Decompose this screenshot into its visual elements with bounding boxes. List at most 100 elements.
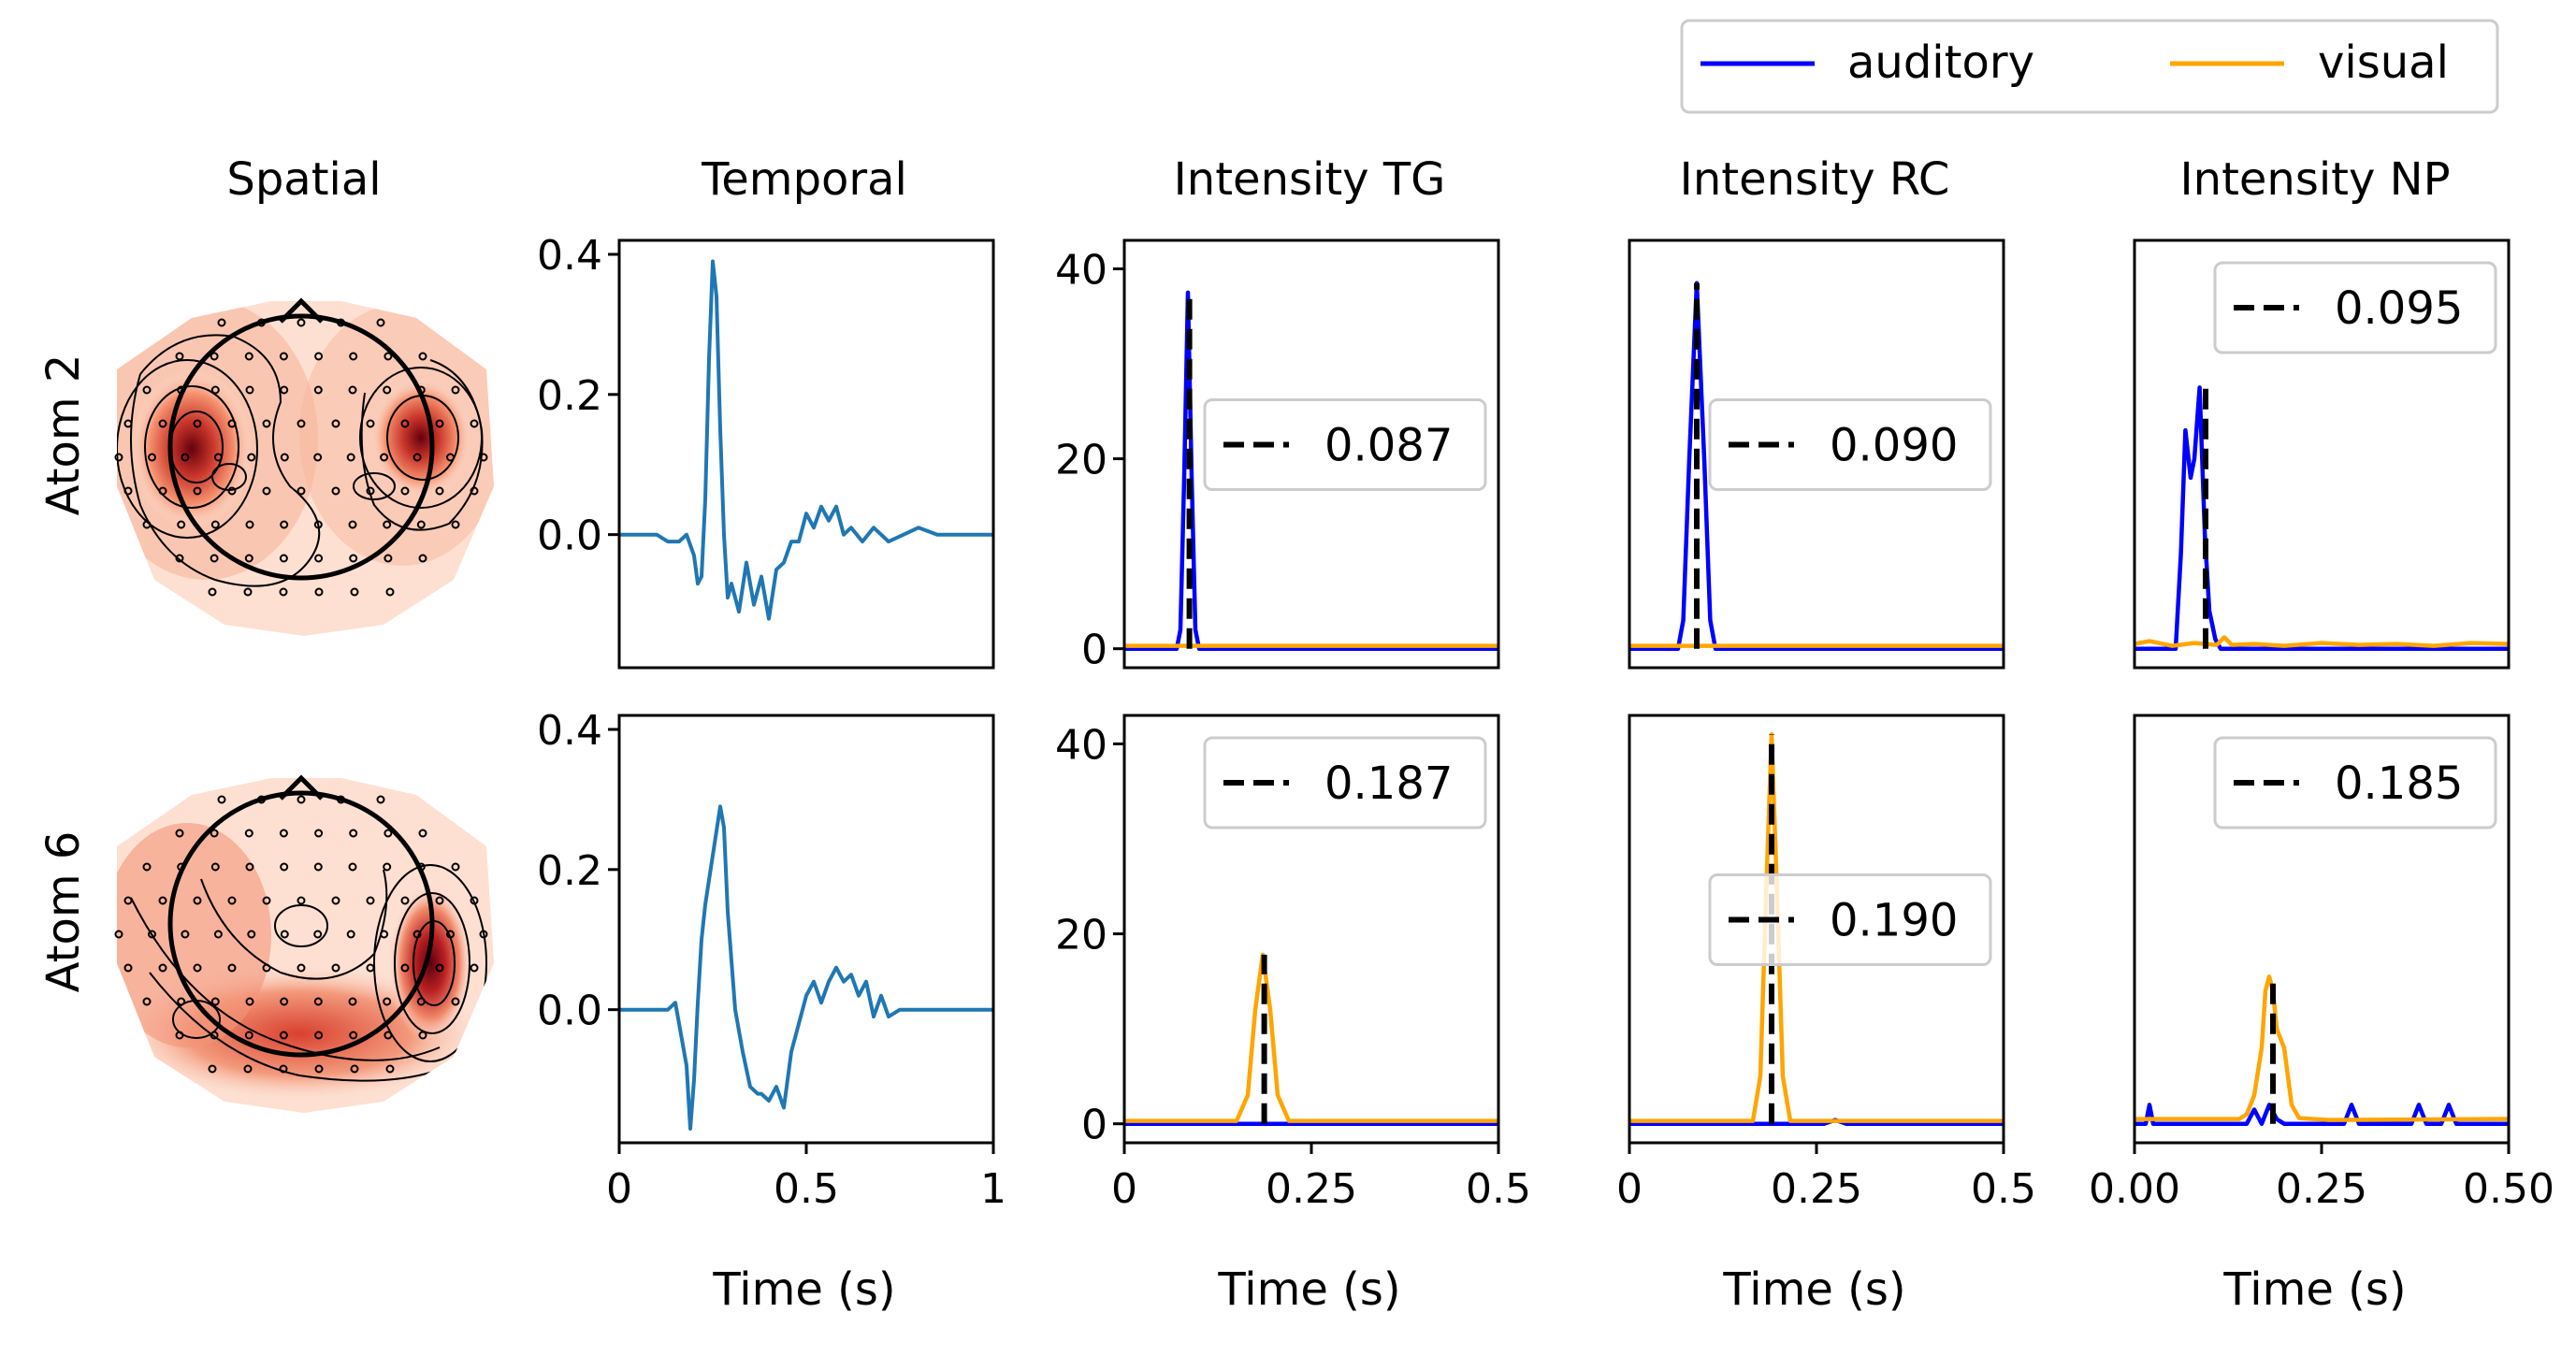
sensor-dot bbox=[435, 486, 444, 496]
sensor-dot bbox=[314, 352, 324, 361]
sensor-dot bbox=[297, 896, 306, 905]
sensor-dot bbox=[418, 352, 427, 361]
sensor-dot bbox=[349, 352, 358, 361]
series-line-visual bbox=[1124, 952, 1498, 1123]
sensor-dot bbox=[210, 554, 219, 563]
x-tick-label: 1 bbox=[980, 1165, 1006, 1213]
sensor-dot bbox=[279, 829, 288, 838]
sensor-dot bbox=[280, 862, 289, 872]
sensor-dot bbox=[262, 419, 271, 428]
sensor-dot bbox=[210, 997, 220, 1006]
sensor-dot bbox=[435, 419, 444, 428]
panel-legend-frame bbox=[2213, 736, 2497, 829]
sensor-dot bbox=[210, 862, 220, 872]
sensor-dot bbox=[349, 554, 358, 563]
sensor-dot bbox=[350, 1064, 359, 1074]
sensor-dot bbox=[227, 896, 237, 905]
x-tick-label: 0.25 bbox=[2276, 1165, 2367, 1213]
y-tick-label: 0.0 bbox=[537, 512, 602, 560]
sensor-dot bbox=[142, 520, 152, 529]
sensor-dot bbox=[279, 352, 288, 361]
sensor-dot bbox=[245, 997, 254, 1006]
panel-intensity-tg-atom-2: 0 20 40 0.087 bbox=[1055, 238, 1500, 674]
sensor-dot bbox=[142, 862, 152, 872]
column-title-intensity-tg: Intensity TG bbox=[1174, 153, 1446, 206]
sensor-dot bbox=[177, 385, 186, 395]
column-title-temporal: Temporal bbox=[701, 153, 907, 206]
sensor-dot bbox=[313, 862, 323, 872]
sensor-dot bbox=[418, 1031, 427, 1040]
sensor-dot bbox=[193, 963, 202, 973]
sensor-dot bbox=[280, 520, 289, 529]
panel-legend-frame bbox=[1203, 736, 1487, 829]
sensor-dot bbox=[383, 385, 392, 395]
x-tick-label: 0.50 bbox=[2463, 1165, 2554, 1213]
y-tick-label: 20 bbox=[1055, 912, 1107, 959]
y-tick-label: 0.0 bbox=[537, 988, 602, 1035]
panel-legend-frame bbox=[1708, 398, 1992, 491]
sensor-dot bbox=[279, 1031, 288, 1040]
sensor-dot bbox=[210, 520, 220, 529]
sensor-dot bbox=[181, 930, 190, 939]
sensor-dot bbox=[331, 963, 340, 973]
sensor-dot bbox=[412, 930, 422, 939]
panel-legend-frame bbox=[2213, 261, 2497, 354]
sensor-dot bbox=[446, 453, 455, 462]
sensor-dot bbox=[418, 554, 427, 563]
panel-temporal-atom-6: 0.0 0.2 0.4 0 0.5 1 bbox=[537, 707, 1006, 1213]
sensor-dot bbox=[142, 997, 152, 1006]
row-label-atom-2: Atom 2 bbox=[37, 354, 90, 516]
sensor-dot bbox=[384, 352, 393, 361]
sensor-dot bbox=[245, 520, 254, 529]
series-line-temporal bbox=[619, 259, 993, 621]
sensor-dot bbox=[210, 385, 220, 395]
x-tick-label: 0.25 bbox=[1266, 1165, 1357, 1213]
sensor-dot bbox=[279, 554, 288, 563]
sensor-dot bbox=[262, 963, 271, 973]
sensor-dot bbox=[366, 486, 375, 496]
sensor-dot bbox=[348, 997, 357, 1006]
sensor-dot bbox=[380, 930, 389, 939]
sensor-dot bbox=[400, 896, 410, 905]
sensor-dot bbox=[314, 1031, 324, 1040]
sensor-dot bbox=[451, 520, 460, 529]
y-tick-label: 20 bbox=[1055, 437, 1107, 484]
sensor-dot bbox=[385, 587, 395, 597]
x-tick-label: 0 bbox=[1111, 1165, 1137, 1213]
sensor-dot bbox=[479, 453, 488, 462]
sensor-dot bbox=[193, 486, 202, 496]
topomap-atom-2 bbox=[114, 297, 494, 636]
sensor-dot bbox=[314, 554, 324, 563]
sensor-dot bbox=[158, 486, 167, 496]
sensor-dot bbox=[383, 997, 392, 1006]
y-tick-label: 0.2 bbox=[537, 372, 602, 420]
sensor-dot bbox=[210, 1031, 219, 1040]
sensor-dot bbox=[348, 520, 357, 529]
panel-intensity-rc-atom-2: 0.090 bbox=[1628, 238, 2005, 670]
sensor-dot bbox=[217, 795, 226, 804]
sensor-dot bbox=[148, 453, 156, 462]
column-title-spatial: Spatial bbox=[226, 153, 381, 206]
sensor-dot bbox=[280, 453, 289, 462]
sensor-dot bbox=[366, 419, 375, 428]
sensor-dot bbox=[479, 930, 488, 939]
axes-frame bbox=[617, 714, 995, 1145]
series-line-visual bbox=[2134, 635, 2510, 648]
sensor-dot bbox=[158, 963, 167, 973]
column-title-intensity-rc: Intensity RC bbox=[1680, 153, 1950, 206]
sensor-dot bbox=[470, 896, 479, 905]
legend-label-visual: visual bbox=[2318, 36, 2449, 89]
sensor-dot bbox=[297, 419, 306, 428]
sensor-dot bbox=[314, 1064, 324, 1074]
x-tick-label: 0 bbox=[1616, 1165, 1643, 1213]
sensor-dot bbox=[123, 486, 133, 496]
sensor-dot bbox=[313, 997, 323, 1006]
series-line-visual bbox=[1629, 732, 2004, 1123]
sensor-dot bbox=[158, 896, 167, 905]
sensor-dot bbox=[350, 587, 359, 597]
sensor-dot bbox=[384, 554, 393, 563]
sensor-dot bbox=[227, 963, 237, 973]
axes-frame bbox=[1628, 238, 2005, 670]
sensor-dot bbox=[349, 829, 358, 838]
sensor-dot bbox=[244, 554, 253, 563]
